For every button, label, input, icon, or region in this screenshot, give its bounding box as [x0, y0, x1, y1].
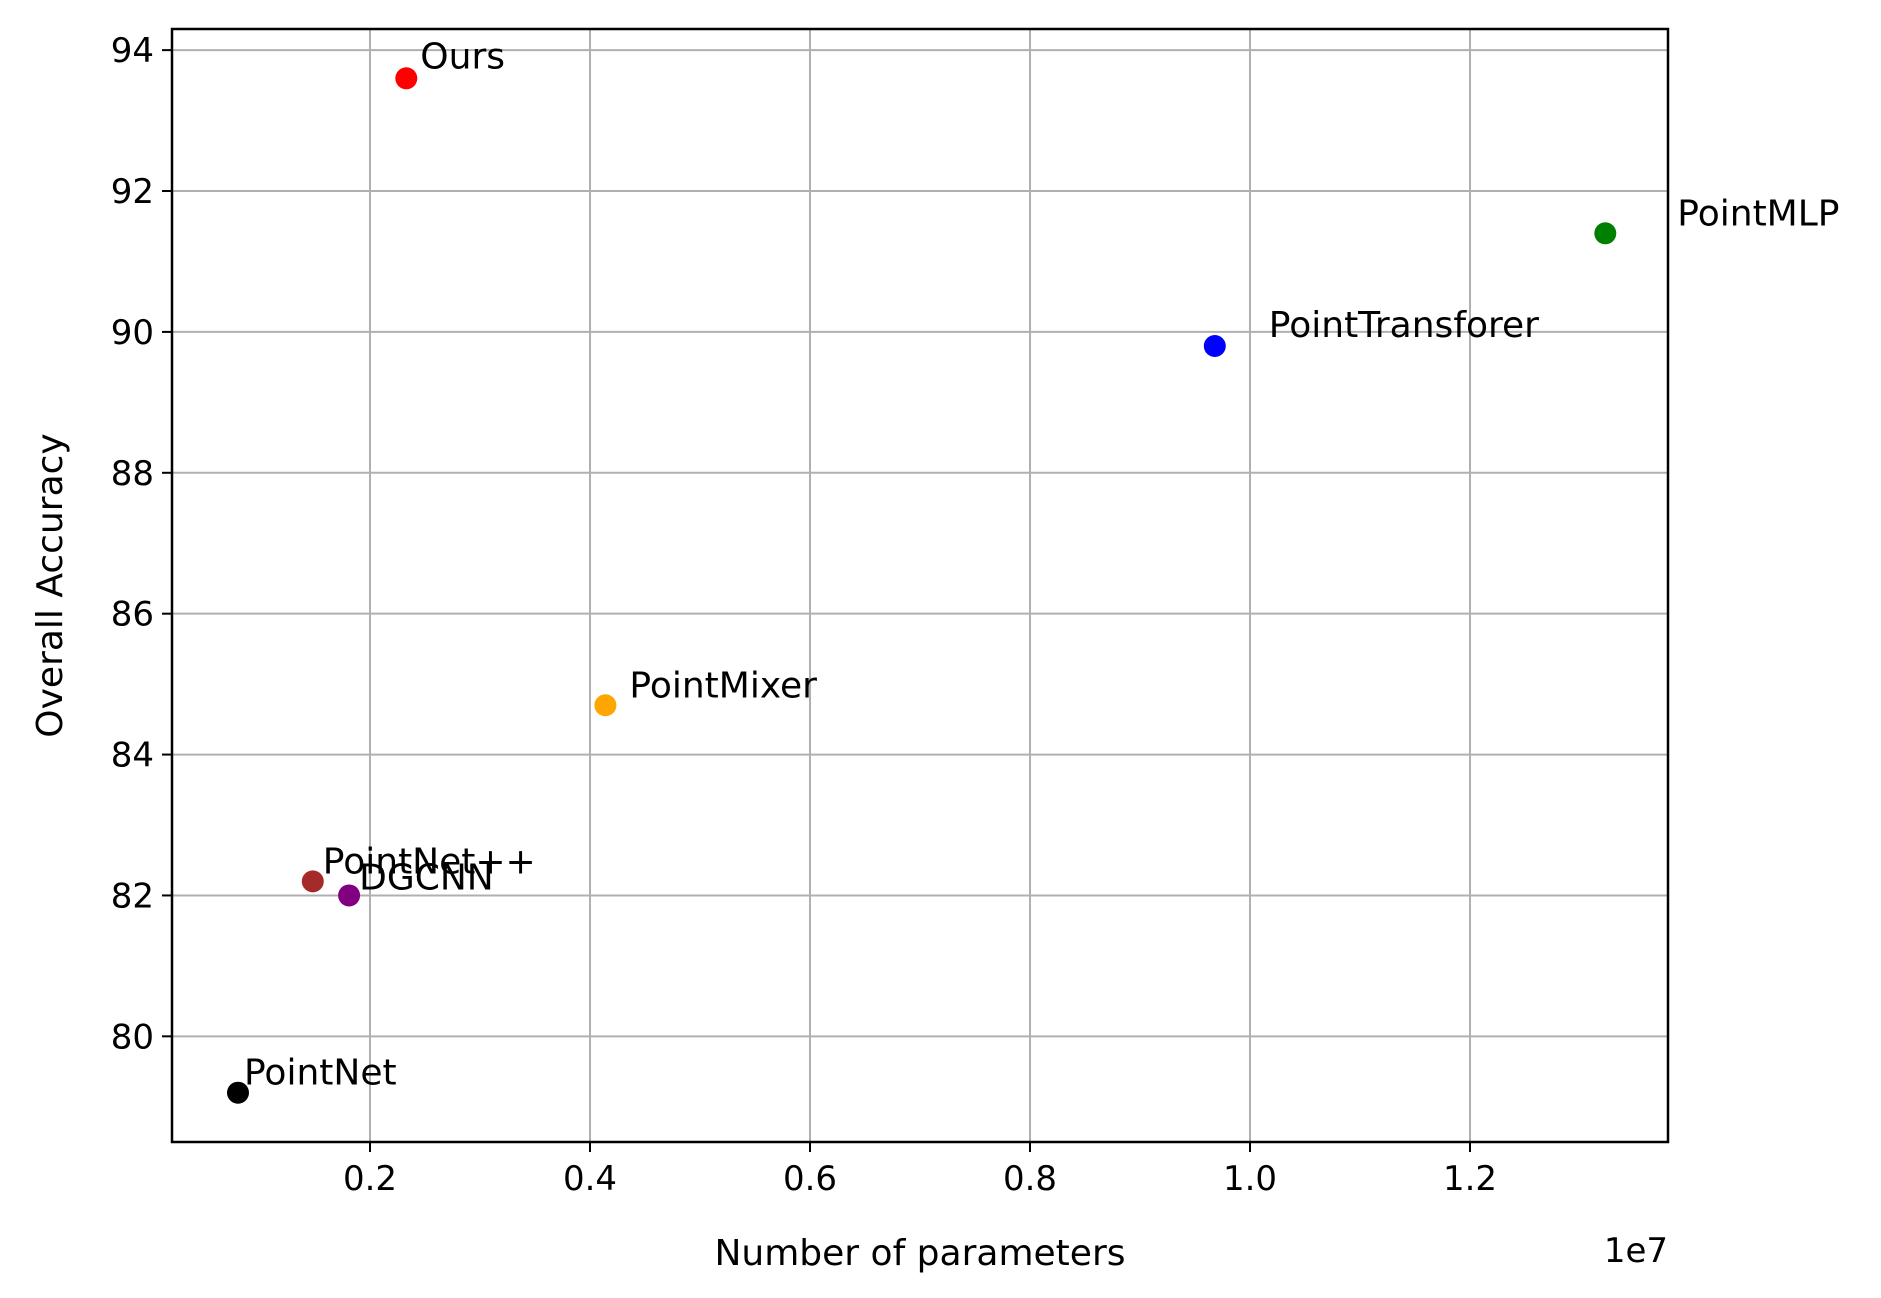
- y-tick-label: 80: [111, 1017, 154, 1057]
- point-dgcnn: [338, 884, 361, 907]
- point-pointmixer: [594, 694, 617, 717]
- point-label-pointmlp: PointMLP: [1677, 193, 1839, 234]
- y-tick-label: 94: [111, 31, 154, 71]
- y-tick-label: 86: [111, 595, 154, 635]
- point-pointtransforer: [1203, 334, 1226, 357]
- x-tick-label: 0.4: [563, 1159, 617, 1199]
- grid-lines: [172, 29, 1668, 1142]
- x-tick-label: 0.6: [783, 1159, 837, 1199]
- point-label-pointnet: PointNet: [244, 1053, 397, 1094]
- x-axis-label: Number of parameters: [714, 1233, 1125, 1274]
- point-pointnetplusplus: [301, 870, 324, 893]
- point-label-ours: Ours: [420, 36, 505, 77]
- x-axis-offset-label: 1e7: [1604, 1231, 1668, 1271]
- tick-marks: 0.2 0.4 0.6 0.8 1.0 1.2 80 82 84 86 88 90 92 94: [111, 31, 1497, 1199]
- point-ours: [395, 67, 418, 90]
- point-pointmlp: [1594, 222, 1617, 245]
- y-axis-label: Overall Accuracy: [30, 433, 71, 737]
- x-tick-label: 1.2: [1443, 1159, 1497, 1199]
- x-tick-label: 1.0: [1223, 1159, 1277, 1199]
- plot-frame: [170, 27, 1670, 1144]
- point-label-pointtransforer: PointTransforer: [1269, 305, 1539, 346]
- y-tick-label: 84: [111, 736, 154, 776]
- x-tick-label: 0.2: [343, 1159, 397, 1199]
- point-label-dgcnn: DGCNN: [359, 857, 494, 898]
- y-tick-label: 88: [111, 454, 154, 494]
- point-label-pointnetplusplus: PointNet++: [323, 841, 536, 882]
- point-pointnet: [227, 1081, 249, 1104]
- point-label-pointmixer: PointMixer: [629, 665, 817, 706]
- y-tick-label: 82: [111, 876, 154, 916]
- y-tick-label: 90: [111, 313, 154, 353]
- y-tick-label: 92: [111, 172, 154, 212]
- x-tick-label: 0.8: [1003, 1159, 1057, 1199]
- data-points: Ours PointMLP PointTransforer PointMixer Poi…: [227, 36, 1840, 1104]
